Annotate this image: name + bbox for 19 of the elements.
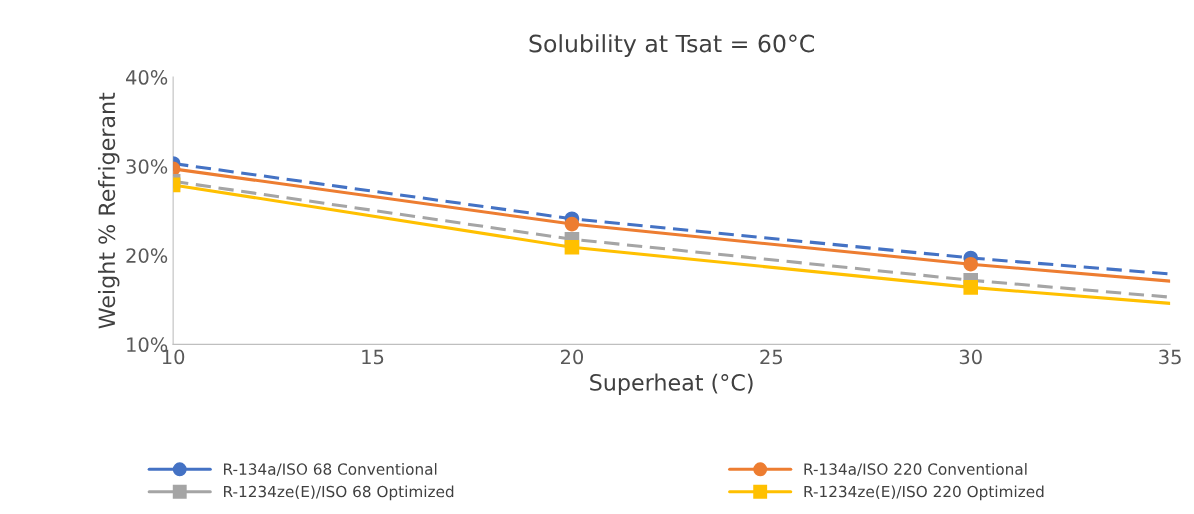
x-tick-label: 30 (959, 349, 982, 365)
point (963, 280, 979, 295)
x-tick-label: 15 (362, 349, 384, 365)
chart-title: Solubility at Tsat = 60°C (529, 34, 814, 58)
y-tick-label: 30% (126, 159, 168, 174)
point (564, 216, 580, 232)
legend-label: R-1234ze(E)/ISO 68 Optimized (224, 485, 454, 501)
point (963, 256, 979, 272)
x-tick-label: 20 (560, 349, 584, 365)
y-tick-label: 40% (126, 70, 168, 85)
x-axis-title: Superheat (°C) (590, 373, 753, 396)
x-tick-label: 35 (1159, 349, 1181, 365)
y-tick-label: 20% (126, 248, 168, 263)
legend-label: R-1234ze(E)/ISO 220 Optimized (804, 485, 1044, 501)
legend-label: R-134a/ISO 220 Conventional (804, 463, 1027, 477)
legend-label: R-134a/ISO 68 Conventional (224, 463, 437, 477)
point (564, 239, 580, 255)
x-tick-label: 25 (760, 349, 782, 365)
y-axis-title: Weight % Refrigerant (97, 92, 120, 329)
